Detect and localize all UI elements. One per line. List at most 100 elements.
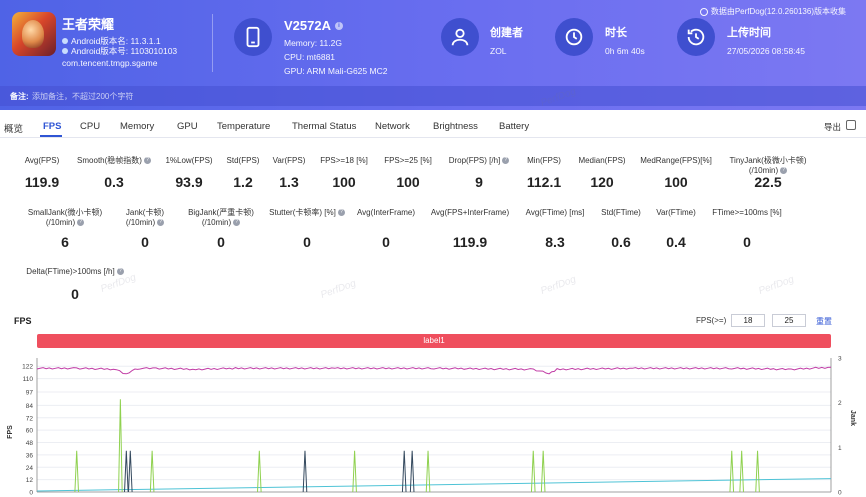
history-icon [677,18,715,56]
tab-battery[interactable]: Battery [499,121,530,132]
tab-gpu[interactable]: GPU [177,121,198,132]
report-header: 王者荣耀 Android版本名: 11.3.1.1 Android版本号: 11… [0,0,866,110]
tab-thermal-status[interactable]: Thermal Status [292,121,357,132]
stat-label-text: Drop(FPS) [/h] [448,156,501,165]
y-tick-label: 72 [26,415,34,422]
help-icon[interactable]: ? [780,167,788,175]
stat-label-text: Avg(FPS) [24,156,60,165]
stat-label-text: Jank(卡顿) [125,208,165,217]
stat-label: Std(FPS) [183,156,303,166]
fps-threshold-input-2[interactable] [772,314,806,327]
android-icon [62,38,68,44]
stat-label-text: Delta(FTime)>100ms [/h] [26,267,115,276]
stat-value: 120 [590,174,614,190]
stat-label: Smooth(稳帧指数)? [54,156,174,166]
help-icon[interactable]: ? [143,157,151,165]
app-name: 王者荣耀 [62,17,115,32]
y-tick-label: 110 [23,376,34,383]
stat-label: Delta(FTime)>100ms [/h]? [15,267,135,277]
stat-label-sub: (/10min) [201,218,232,227]
y-tick-label: 84 [26,403,34,410]
stat-value: 0 [303,234,311,250]
jank-spike [425,450,431,493]
trend-line [36,478,832,492]
chart-title: FPS [14,316,32,326]
help-icon[interactable]: ? [116,268,124,276]
jank-spike [540,450,546,493]
stat-label: Avg(FTime) [ms] [495,208,615,218]
tab-brightness[interactable]: Brightness [433,121,478,132]
phone-icon [234,18,272,56]
help-icon[interactable]: ? [502,157,510,165]
label-band[interactable]: label1 [37,334,831,348]
stat-label-text: MedRange(FPS)[%] [640,156,712,165]
stat-label-text: Avg(FTime) [ms] [525,208,585,217]
tab-temperature[interactable]: Temperature [217,121,271,132]
android-icon [62,48,68,54]
fps-threshold-input-1[interactable] [731,314,765,327]
stat-label-text: FPS>=18 [%] [320,156,368,165]
stat-label-text: Median(FPS) [578,156,626,165]
note-input[interactable]: 添加备注，不超过200个字符 [32,92,134,101]
creator-title: 创建者 [490,27,523,39]
tab-overview[interactable]: 概览 [4,124,24,135]
stat-value: 0 [217,234,225,250]
y-tick-label: 48 [26,440,34,447]
jank-spike [352,450,357,493]
tab-cpu[interactable]: CPU [80,121,101,132]
note-label: 备注: [10,92,29,101]
stat-label: Std(FTime) [561,208,681,218]
stat-label-sub: (/10min) [125,218,156,227]
y2-tick-label: 2 [838,400,842,407]
jank-spike [739,450,744,493]
jank-spike [118,399,123,493]
tab-bar [0,116,866,138]
y-axis-label: FPS [7,425,14,439]
y-tick-label: 60 [26,428,34,435]
y2-axis-label: Jank [849,410,856,426]
upload-title: 上传时间 [727,27,771,39]
watermark: PerfDog [757,274,796,297]
app-icon [12,12,56,56]
info-icon[interactable]: i [334,21,343,30]
stat-label-text: Std(FPS) [226,156,260,165]
jank-spike [729,450,735,493]
stat-label: TinyJank(极微小卡顿) (/10min)? [708,156,828,176]
device-name: V2572A i [284,18,343,33]
version-note: 数据由PerfDog(12.0.260136)版本收集 [699,6,846,17]
tab-fps[interactable]: FPS [43,121,62,132]
y-tick-label: 0 [29,490,33,497]
package-name: com.tencent.tmgp.sgame [62,58,158,68]
stat-value: 100 [396,174,420,190]
jank-spike [74,450,79,493]
stat-value: 1.3 [279,174,299,190]
stat-value: 0 [141,234,149,250]
stat-label-text: Avg(FPS+InterFrame) [430,208,510,217]
stat-label: SmallJank(微小卡顿) (/10min)? [5,208,125,228]
note-bar [0,86,866,106]
stat-label-text: SmallJank(微小卡顿) [27,208,103,217]
label-band-text: label1 [423,336,445,345]
stat-value: 6 [61,234,69,250]
help-icon[interactable]: ? [157,219,165,227]
help-icon[interactable]: ? [233,219,241,227]
export-button[interactable]: 导出 [824,122,842,132]
device-name-text: V2572A [284,18,331,33]
stat-value: 0 [71,286,79,302]
upload-value: 27/05/2026 08:58:45 [727,46,805,56]
help-icon[interactable]: ? [77,219,85,227]
help-icon[interactable]: ? [337,209,345,217]
big-jank-spike [409,450,415,493]
tab-memory[interactable]: Memory [120,121,155,132]
stat-label-text: BigJank(严重卡顿) [188,208,254,217]
stat-value: 112.1 [526,174,562,190]
jank-spike [149,450,155,493]
jank-spike [257,450,262,493]
stat-label: FTime>=100ms [%] [687,208,807,218]
tab-network[interactable]: Network [375,121,410,132]
stat-label: 1%Low(FPS) [129,156,249,166]
reset-button[interactable]: 重置 [816,317,832,326]
stat-label-text: Stutter(卡顿率) [%] [269,208,336,217]
export-icon[interactable] [846,120,856,130]
